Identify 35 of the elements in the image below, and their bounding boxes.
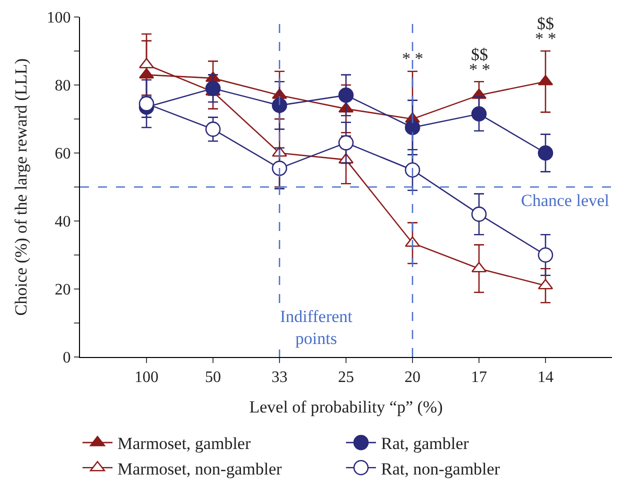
- point: [404, 120, 420, 136]
- point: [205, 122, 221, 137]
- point: [538, 247, 554, 263]
- x-tick-label: 17: [471, 369, 487, 386]
- y-axis-title: Choice (%) of the large reward (LLL): [11, 58, 30, 316]
- legend-label: Rat, non-gambler: [381, 459, 500, 478]
- ref-line-label: Chance level: [521, 191, 610, 210]
- y-tick-label: 100: [46, 10, 71, 27]
- y-tick-label: 0: [62, 350, 71, 367]
- point: [538, 145, 554, 161]
- x-tick-label: 50: [205, 369, 221, 386]
- annotation: * *: [402, 49, 424, 68]
- legend-label: Marmoset, non-gambler: [118, 459, 282, 478]
- point: [272, 98, 288, 114]
- point: [404, 162, 420, 178]
- x-axis-title: Level of probability “p” (%): [249, 398, 443, 417]
- point: [471, 106, 487, 122]
- point: [338, 88, 354, 103]
- x-tick-label: 25: [338, 369, 354, 386]
- y-tick-label: 60: [54, 146, 71, 163]
- point: [138, 96, 154, 112]
- legend-label: Marmoset, gambler: [118, 434, 251, 454]
- point: [205, 80, 221, 96]
- point: [471, 206, 487, 222]
- x-tick-label: 100: [134, 369, 158, 386]
- x-tick-label: 20: [404, 369, 420, 386]
- point: [272, 160, 288, 176]
- y-tick-label: 20: [54, 282, 71, 299]
- point: [338, 135, 354, 150]
- legend-label: Rat, gambler: [381, 434, 470, 454]
- x-tick-label: 14: [538, 369, 554, 386]
- ref-line-label: Indifferent points: [280, 307, 353, 348]
- y-tick-label: 40: [54, 214, 71, 231]
- x-tick-label: 33: [272, 369, 288, 386]
- y-tick-label: 80: [54, 78, 71, 95]
